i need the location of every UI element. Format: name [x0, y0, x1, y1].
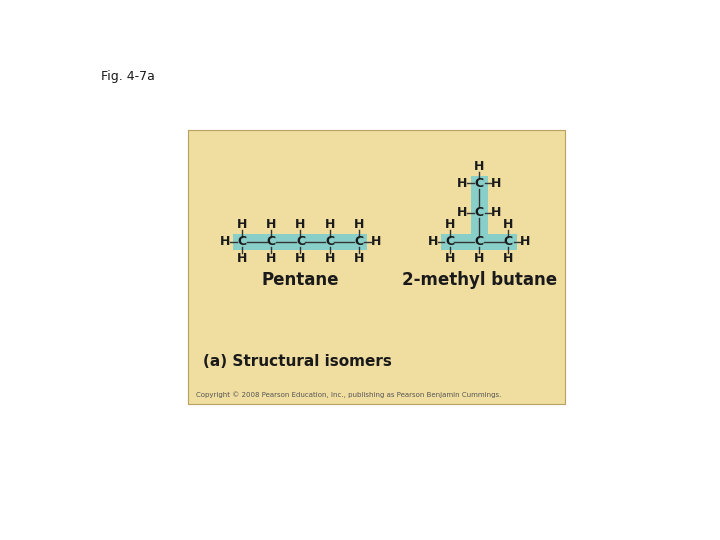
Text: H: H — [491, 206, 501, 219]
Text: (a) Structural isomers: (a) Structural isomers — [204, 354, 392, 369]
Text: H: H — [520, 235, 531, 248]
Text: C: C — [266, 235, 276, 248]
Text: H: H — [457, 206, 467, 219]
Text: C: C — [504, 235, 513, 248]
Text: Fig. 4-7a: Fig. 4-7a — [101, 70, 155, 83]
Bar — [233, 234, 367, 249]
Text: H: H — [295, 252, 306, 265]
Text: Pentane: Pentane — [262, 272, 339, 289]
Text: H: H — [295, 219, 306, 232]
Text: H: H — [503, 219, 513, 232]
Bar — [188, 130, 565, 403]
Text: Copyright © 2008 Pearson Education, Inc., publishing as Pearson Benjamin Cumming: Copyright © 2008 Pearson Education, Inc.… — [196, 391, 501, 397]
Text: C: C — [474, 177, 484, 190]
Text: C: C — [354, 235, 364, 248]
Text: H: H — [457, 177, 467, 190]
Text: H: H — [325, 252, 335, 265]
Text: C: C — [238, 235, 246, 248]
Text: H: H — [503, 252, 513, 265]
Text: H: H — [474, 252, 485, 265]
Bar — [441, 234, 517, 249]
Text: H: H — [266, 252, 276, 265]
Text: H: H — [237, 252, 247, 265]
Text: H: H — [354, 219, 364, 232]
Text: H: H — [325, 219, 335, 232]
Text: 2-methyl butane: 2-methyl butane — [402, 272, 557, 289]
Text: C: C — [445, 235, 454, 248]
Text: H: H — [428, 235, 438, 248]
Text: H: H — [474, 160, 485, 173]
Text: H: H — [266, 219, 276, 232]
Text: C: C — [474, 206, 484, 219]
Text: C: C — [296, 235, 305, 248]
Text: C: C — [325, 235, 334, 248]
Text: H: H — [220, 235, 230, 248]
Text: H: H — [237, 219, 247, 232]
Text: H: H — [445, 219, 455, 232]
Text: C: C — [474, 235, 484, 248]
Text: H: H — [445, 252, 455, 265]
Bar — [471, 176, 487, 234]
Text: H: H — [491, 177, 501, 190]
Text: H: H — [354, 252, 364, 265]
Text: H: H — [371, 235, 381, 248]
